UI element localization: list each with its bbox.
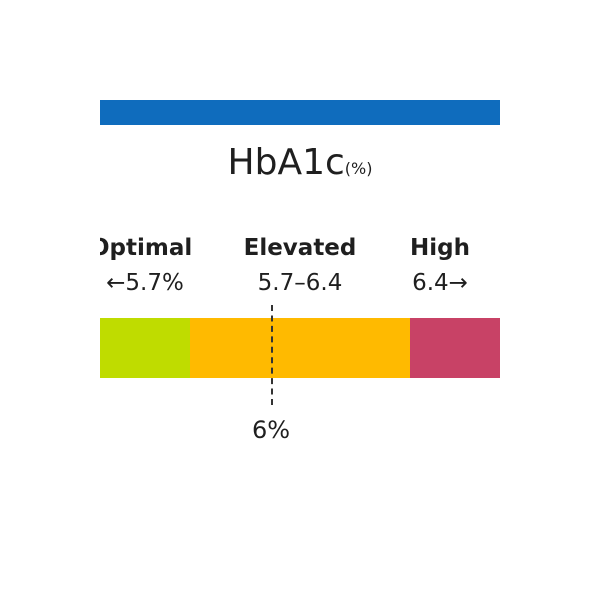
range-name: Elevated	[243, 235, 357, 261]
title: HbA1c(%)	[0, 142, 600, 183]
range-value: ←5.7%	[106, 270, 184, 296]
elevated-segment	[190, 318, 410, 378]
range-value: 6.4→	[412, 270, 468, 296]
title-text: HbA1c	[227, 142, 345, 183]
range-name: Optimal	[100, 235, 193, 261]
marker-label: 6%	[251, 416, 291, 444]
header-bar	[100, 100, 500, 125]
range-name: High	[410, 235, 470, 261]
marker-line	[271, 305, 273, 405]
high-segment	[410, 318, 500, 378]
range-scale: Optimal ←5.7% Elevated 5.7–6.4 High 6.4→	[100, 225, 500, 385]
unit: (%)	[344, 159, 373, 178]
range-value: 5.7–6.4	[257, 270, 343, 296]
optimal-segment	[100, 318, 190, 378]
